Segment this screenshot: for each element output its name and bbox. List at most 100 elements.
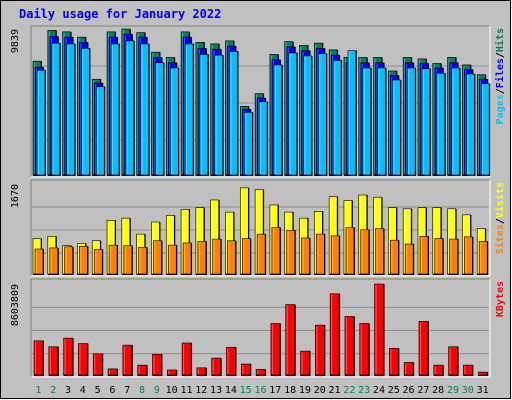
bar-sites-face xyxy=(330,235,340,275)
bar-pages xyxy=(214,54,224,176)
bar-sites-face xyxy=(286,229,296,275)
bar-pages-face xyxy=(451,67,460,176)
bar-kbytes xyxy=(389,348,400,376)
max-value-label: 9839 xyxy=(10,29,21,53)
day-label: 3 xyxy=(65,385,71,396)
bar-pages-highlight xyxy=(245,113,247,174)
bar-sites xyxy=(434,238,444,275)
bar-files-highlight xyxy=(465,70,467,174)
bar-hits-highlight xyxy=(256,94,258,174)
bar-pages-face xyxy=(125,40,135,176)
day-label: 18 xyxy=(284,385,296,396)
bar-hits-highlight xyxy=(93,80,95,174)
bar-sites-face xyxy=(256,233,266,275)
bar-sites xyxy=(390,239,400,275)
bar-sites-face xyxy=(478,240,488,275)
bar-kbytes xyxy=(166,369,178,376)
legend-entry: Pages xyxy=(495,94,506,124)
bar-pages-face xyxy=(199,54,209,176)
bar-files-highlight xyxy=(65,38,67,175)
bar-files-highlight xyxy=(243,110,245,174)
bar-files-highlight xyxy=(346,63,348,174)
day-label: 6 xyxy=(109,385,115,396)
bar-sites-face xyxy=(301,237,310,275)
bar-pages-highlight xyxy=(112,44,114,175)
bar-pages-face xyxy=(421,68,431,176)
bar-pages-highlight xyxy=(334,61,336,174)
bar-sites-face xyxy=(138,247,147,275)
day-label: 28 xyxy=(432,385,444,396)
bar-sites-highlight xyxy=(258,235,260,273)
bar-kbytes-face xyxy=(448,346,458,376)
bar-pages xyxy=(436,72,446,176)
bar-pages xyxy=(36,69,46,176)
bar-files-highlight xyxy=(124,35,126,174)
bar-files-highlight xyxy=(154,58,156,175)
day-label: 27 xyxy=(417,385,429,396)
bar-files-highlight xyxy=(480,80,482,174)
bar-visits-highlight xyxy=(270,205,272,273)
bar-hits-highlight xyxy=(152,53,154,174)
bar-sites xyxy=(316,233,326,275)
day-label: 9 xyxy=(154,385,160,396)
bar-hits-highlight xyxy=(226,41,228,174)
bar-kbytes xyxy=(477,371,489,376)
bar-sites-highlight xyxy=(302,238,304,273)
bar-pages-highlight xyxy=(467,74,469,174)
bar-kbytes xyxy=(33,340,44,376)
day-label: 11 xyxy=(180,385,192,396)
bar-files-highlight xyxy=(317,49,319,174)
bar-sites-highlight xyxy=(80,247,82,273)
bar-kbytes-highlight xyxy=(449,347,451,374)
bar-kbytes xyxy=(122,344,133,376)
bar-visits-highlight xyxy=(93,241,95,273)
bar-kbytes xyxy=(226,346,237,376)
bar-hits-highlight xyxy=(404,58,406,175)
bar-sites xyxy=(108,244,119,275)
day-label: 8 xyxy=(139,385,145,396)
bar-sites-highlight xyxy=(332,236,334,273)
chart-title: Daily usage for January 2022 xyxy=(19,7,221,21)
panel-visits-sites: 1670 Sites/Visits xyxy=(10,179,506,277)
bar-sites xyxy=(404,243,415,275)
bar-kbytes-face xyxy=(166,369,177,376)
bar-pages xyxy=(318,53,328,177)
bar-files-highlight xyxy=(36,68,37,174)
bar-files-highlight xyxy=(406,63,408,174)
legend-entry: Sites xyxy=(494,224,506,254)
bar-kbytes-face xyxy=(477,371,488,376)
bar-kbytes xyxy=(374,283,385,376)
bar-pages-face xyxy=(184,43,194,176)
bar-pages-face xyxy=(480,83,490,176)
bar-sites-highlight xyxy=(272,228,274,273)
bar-kbytes xyxy=(196,367,207,376)
bar-hits-highlight xyxy=(78,38,80,175)
bar-kbytes-face xyxy=(137,364,147,376)
bar-files-highlight xyxy=(391,76,393,174)
legend-entry: KBytes xyxy=(495,281,506,317)
bar-pages-highlight xyxy=(378,68,380,174)
bar-pages-face xyxy=(36,69,46,176)
bar-kbytes-highlight xyxy=(301,352,303,374)
bar-kbytes-highlight xyxy=(479,373,481,374)
bar-visits-highlight xyxy=(463,215,465,273)
bar-sites-highlight xyxy=(50,248,52,273)
bar-pages-face xyxy=(214,54,223,176)
day-label: 16 xyxy=(254,385,266,396)
bar-pages-highlight xyxy=(82,49,84,174)
bar-sites-face xyxy=(271,227,281,275)
bar-pages-face xyxy=(110,43,120,176)
bar-files-highlight xyxy=(228,47,230,174)
bar-sites-face xyxy=(64,246,73,275)
bar-sites-highlight xyxy=(435,239,437,273)
bar-pages-face xyxy=(303,55,312,176)
bar-kbytes-face xyxy=(240,363,251,376)
legend: Sites/Visits xyxy=(494,182,506,254)
day-label: 22 xyxy=(343,385,355,396)
bar-sites xyxy=(138,247,148,275)
bar-sites-highlight xyxy=(287,231,289,273)
day-label: 4 xyxy=(80,385,86,396)
bar-sites-highlight xyxy=(406,245,408,273)
